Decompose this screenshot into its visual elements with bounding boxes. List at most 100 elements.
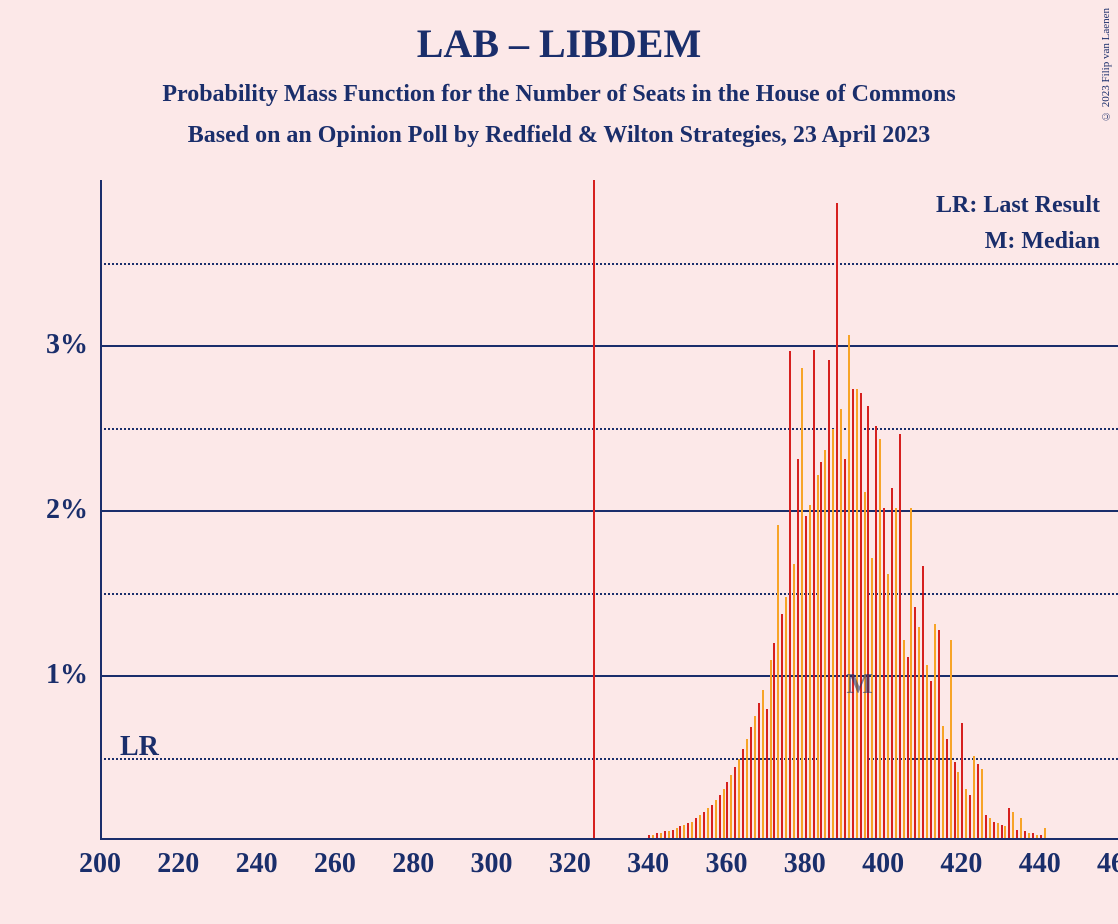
grid-major: [100, 345, 1118, 347]
pmf-bar: [703, 812, 705, 838]
pmf-bar: [668, 831, 670, 838]
pmf-bar: [746, 739, 748, 838]
pmf-bar: [1001, 825, 1003, 838]
pmf-bar: [860, 393, 862, 839]
pmf-bar: [699, 815, 701, 838]
pmf-bar: [691, 822, 693, 839]
pmf-bar: [961, 723, 963, 839]
x-tick-label: 340: [627, 848, 669, 880]
y-tick-label: 3%: [18, 329, 88, 361]
pmf-bar: [973, 756, 975, 839]
pmf-bar: [824, 450, 826, 838]
pmf-bar: [676, 828, 678, 838]
chart-title: LAB – LIBDEM: [0, 0, 1118, 67]
pmf-bar: [730, 775, 732, 838]
lr-marker-label: LR: [120, 731, 159, 763]
pmf-bar: [938, 630, 940, 838]
pmf-bar: [820, 462, 822, 838]
pmf-bar: [1044, 828, 1046, 838]
pmf-bar: [758, 703, 760, 838]
pmf-bar: [1032, 833, 1034, 838]
pmf-bar: [719, 795, 721, 838]
x-tick-label: 220: [157, 848, 199, 880]
pmf-bar: [856, 389, 858, 838]
pmf-bar: [805, 516, 807, 838]
pmf-bar: [1036, 835, 1038, 838]
x-axis: [100, 838, 1118, 840]
pmf-bar: [817, 475, 819, 838]
y-tick-label: 1%: [18, 659, 88, 691]
pmf-bar: [957, 772, 959, 838]
x-tick-label: 380: [784, 848, 826, 880]
grid-minor: [100, 758, 1118, 760]
x-tick-label: 460: [1097, 848, 1118, 880]
grid-major: [100, 510, 1118, 512]
pmf-bar: [1004, 826, 1006, 838]
pmf-bar: [777, 525, 779, 839]
chart-subtitle-2: Based on an Opinion Poll by Redfield & W…: [0, 108, 1118, 149]
majority-line: [593, 180, 595, 838]
pmf-bar: [852, 389, 854, 838]
x-tick-label: 440: [1019, 848, 1061, 880]
pmf-bar: [809, 505, 811, 838]
pmf-bar: [864, 492, 866, 839]
pmf-bar: [660, 833, 662, 838]
legend-lr: LR: Last Result: [936, 192, 1100, 219]
pmf-bar: [942, 726, 944, 838]
pmf-bar: [738, 759, 740, 838]
pmf-bar: [930, 681, 932, 838]
pmf-bar: [832, 429, 834, 838]
pmf-bar: [648, 835, 650, 838]
pmf-bar: [1028, 833, 1030, 838]
pmf-bar: [1008, 808, 1010, 838]
x-tick-label: 280: [392, 848, 434, 880]
pmf-bar: [715, 800, 717, 838]
pmf-bar: [867, 406, 869, 838]
legend-m: M: Median: [985, 228, 1100, 255]
pmf-bar: [785, 597, 787, 838]
pmf-bar: [903, 640, 905, 838]
pmf-bar: [879, 439, 881, 838]
pmf-bar: [883, 508, 885, 838]
pmf-bar: [981, 769, 983, 838]
x-tick-label: 400: [862, 848, 904, 880]
pmf-bar: [789, 351, 791, 838]
pmf-bar: [907, 657, 909, 839]
pmf-bar: [687, 823, 689, 838]
x-tick-label: 420: [940, 848, 982, 880]
pmf-bar: [926, 665, 928, 838]
pmf-bar: [1024, 831, 1026, 838]
pmf-bar: [734, 767, 736, 838]
pmf-bar: [887, 574, 889, 838]
pmf-bar: [664, 831, 666, 838]
pmf-bar: [656, 833, 658, 838]
grid-minor: [100, 428, 1118, 430]
grid-major: [100, 675, 1118, 677]
pmf-bar: [950, 640, 952, 838]
pmf-bar: [848, 335, 850, 838]
x-tick-label: 240: [236, 848, 278, 880]
pmf-bar: [934, 624, 936, 839]
x-tick-label: 360: [705, 848, 747, 880]
x-tick-label: 320: [549, 848, 591, 880]
pmf-bar: [679, 826, 681, 838]
pmf-bar: [781, 614, 783, 838]
pmf-bar: [723, 789, 725, 839]
pmf-bar: [844, 459, 846, 839]
x-tick-label: 200: [79, 848, 121, 880]
plot-area: LR: Last Result M: Median LR M: [100, 180, 1118, 840]
pmf-bar: [946, 739, 948, 838]
x-tick-label: 300: [471, 848, 513, 880]
chart-container: LR: Last Result M: Median LR M 1% 2% 3% 20…: [20, 180, 1118, 900]
pmf-bar: [754, 716, 756, 838]
pmf-bar: [773, 643, 775, 838]
copyright-text: © 2023 Filip van Laenen: [1100, 8, 1112, 122]
pmf-bar: [707, 808, 709, 838]
pmf-bar: [797, 459, 799, 839]
pmf-bar: [762, 690, 764, 839]
y-tick-label: 2%: [18, 494, 88, 526]
pmf-bar: [828, 360, 830, 839]
pmf-bar: [813, 350, 815, 838]
pmf-bar: [711, 805, 713, 838]
pmf-bar: [683, 825, 685, 838]
